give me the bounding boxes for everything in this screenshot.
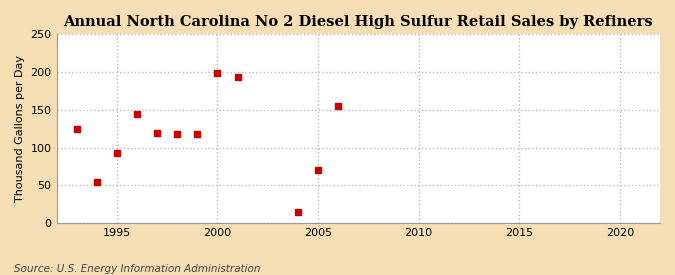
Title: Annual North Carolina No 2 Diesel High Sulfur Retail Sales by Refiners: Annual North Carolina No 2 Diesel High S… [63, 15, 653, 29]
Point [111, 151, 122, 155]
Point [91, 179, 102, 184]
Text: Source: U.S. Energy Information Administration: Source: U.S. Energy Information Administ… [14, 264, 260, 274]
Point [172, 132, 183, 136]
Point [192, 132, 202, 136]
Point [72, 126, 82, 131]
Point [152, 130, 163, 135]
Point [212, 71, 223, 75]
Point [313, 168, 323, 172]
Point [232, 75, 243, 79]
Point [132, 111, 142, 116]
Point [333, 104, 344, 108]
Y-axis label: Thousand Gallons per Day: Thousand Gallons per Day [15, 55, 25, 202]
Point [292, 210, 303, 214]
